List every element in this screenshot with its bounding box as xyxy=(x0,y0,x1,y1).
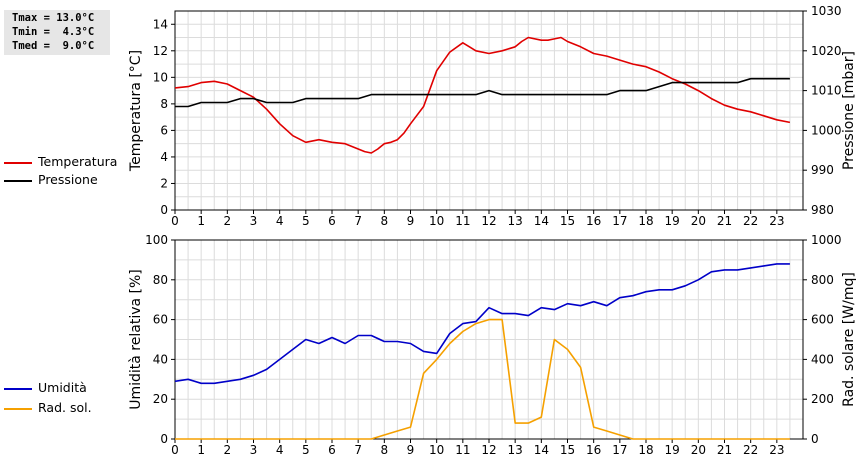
x-tick-label: 10 xyxy=(429,443,444,457)
x-tick-label: 20 xyxy=(691,443,706,457)
x-tick-label: 19 xyxy=(665,443,680,457)
x-tick-label: 18 xyxy=(638,214,653,228)
y-tick-label-left: 12 xyxy=(153,44,168,58)
x-tick-label: 9 xyxy=(407,214,415,228)
x-tick-label: 13 xyxy=(508,443,523,457)
x-tick-label: 10 xyxy=(429,214,444,228)
legend-label-rad-sol: Rad. sol. xyxy=(38,400,92,415)
x-tick-label: 13 xyxy=(508,214,523,228)
x-tick-label: 18 xyxy=(638,443,653,457)
legend-swatch-rad-sol xyxy=(4,408,32,410)
y-tick-label-left: 4 xyxy=(160,150,168,164)
y-tick-label-left: 40 xyxy=(153,352,168,366)
x-tick-label: 22 xyxy=(743,443,758,457)
x-tick-label: 6 xyxy=(328,214,336,228)
x-tick-label: 7 xyxy=(354,214,362,228)
y-axis-title-right: Pressione [mbar] xyxy=(841,51,857,170)
x-tick-label: 14 xyxy=(534,443,549,457)
x-tick-label: 14 xyxy=(534,214,549,228)
y-tick-label-left: 80 xyxy=(153,273,168,287)
y-tick-label-left: 0 xyxy=(160,432,168,446)
y-tick-label-left: 0 xyxy=(160,203,168,217)
x-tick-label: 16 xyxy=(586,214,601,228)
legend-swatch-temperatura xyxy=(4,162,32,164)
y-tick-label-right: 600 xyxy=(811,313,834,327)
y-tick-label-left: 2 xyxy=(160,176,168,190)
legend-swatch-pressione xyxy=(4,180,32,182)
x-tick-label: 7 xyxy=(354,443,362,457)
x-tick-label: 15 xyxy=(560,443,575,457)
x-tick-label: 5 xyxy=(302,443,310,457)
y-tick-label-left: 14 xyxy=(153,17,168,31)
y-tick-label-left: 60 xyxy=(153,313,168,327)
x-tick-label: 1 xyxy=(197,214,205,228)
x-tick-label: 4 xyxy=(276,214,284,228)
x-tick-label: 23 xyxy=(769,443,784,457)
y-axis-title-left: Umidità relativa [%] xyxy=(128,269,144,410)
series-line-umidit- xyxy=(174,263,790,385)
y-tick-label-right: 800 xyxy=(811,273,834,287)
y-tick-label-right: 400 xyxy=(811,352,834,366)
x-tick-label: 21 xyxy=(717,214,732,228)
y-tick-label-left: 6 xyxy=(160,123,168,137)
x-tick-label: 12 xyxy=(481,214,496,228)
x-tick-label: 19 xyxy=(665,214,680,228)
x-tick-label: 0 xyxy=(171,443,179,457)
x-tick-label: 4 xyxy=(276,443,284,457)
x-tick-label: 3 xyxy=(250,443,258,457)
y-tick-label-right: 1000 xyxy=(811,233,842,247)
y-tick-label-left: 8 xyxy=(160,97,168,111)
legend-label-pressione: Pressione xyxy=(38,172,98,187)
y-tick-label-left: 100 xyxy=(145,233,168,247)
series-line-rad-sol- xyxy=(175,318,790,440)
y-tick-label-right: 990 xyxy=(811,163,834,177)
stat-tmed: Tmed = 9.0°C xyxy=(12,40,95,52)
x-tick-label: 23 xyxy=(769,214,784,228)
x-tick-label: 2 xyxy=(224,443,232,457)
y-axis-title-left: Temperatura [°C] xyxy=(128,50,144,172)
x-tick-label: 1 xyxy=(197,443,205,457)
x-tick-label: 8 xyxy=(381,443,389,457)
legend-label-temperatura: Temperatura xyxy=(38,154,118,169)
x-tick-label: 15 xyxy=(560,214,575,228)
y-tick-label-right: 1020 xyxy=(811,44,842,58)
legend-label-umidita: Umidità xyxy=(38,380,87,395)
x-tick-label: 8 xyxy=(381,214,389,228)
x-tick-label: 22 xyxy=(743,214,758,228)
x-tick-label: 0 xyxy=(171,214,179,228)
y-tick-label-right: 1030 xyxy=(811,4,842,18)
y-tick-label-right: 1000 xyxy=(811,123,842,137)
legend-swatch-umidita xyxy=(4,388,32,390)
stat-tmax: Tmax = 13.0°C xyxy=(12,12,95,24)
x-tick-label: 21 xyxy=(717,443,732,457)
x-tick-label: 12 xyxy=(481,443,496,457)
x-tick-label: 17 xyxy=(612,443,627,457)
y-tick-label-right: 980 xyxy=(811,203,834,217)
x-tick-label: 20 xyxy=(691,214,706,228)
stats-box: Tmax = 13.0°C Tmin = 4.3°C Tmed = 9.0°C xyxy=(4,10,110,55)
y-tick-label-right: 0 xyxy=(811,432,819,446)
y-tick-label-right: 200 xyxy=(811,392,834,406)
x-tick-label: 3 xyxy=(250,214,258,228)
stat-tmin: Tmin = 4.3°C xyxy=(12,26,95,38)
series-line-pressione xyxy=(175,77,790,108)
x-tick-label: 6 xyxy=(328,443,336,457)
y-tick-label-left: 10 xyxy=(153,70,168,84)
x-tick-label: 16 xyxy=(586,443,601,457)
y-tick-label-left: 20 xyxy=(153,392,168,406)
x-tick-label: 11 xyxy=(455,214,470,228)
x-tick-label: 17 xyxy=(612,214,627,228)
x-tick-label: 5 xyxy=(302,214,310,228)
y-axis-title-right: Rad. solare [W/mq] xyxy=(841,272,857,407)
x-tick-label: 9 xyxy=(407,443,415,457)
y-tick-label-right: 1010 xyxy=(811,84,842,98)
x-tick-label: 2 xyxy=(224,214,232,228)
x-tick-label: 11 xyxy=(455,443,470,457)
series-line-temperatura xyxy=(174,36,791,154)
